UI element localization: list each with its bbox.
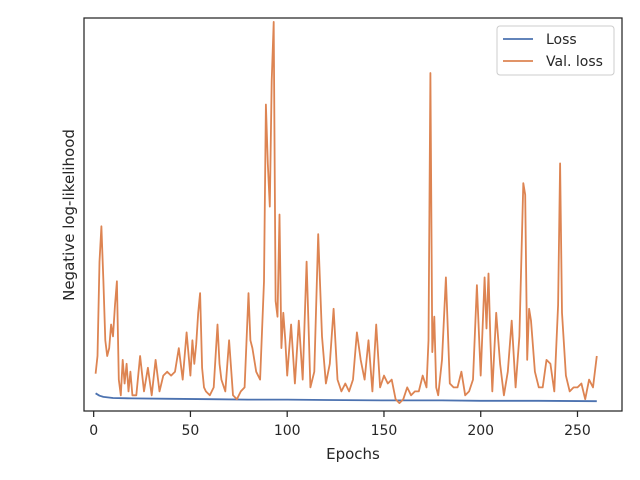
x-axis-label: Epochs <box>326 445 380 463</box>
y-axis-label: Negative log-likelihood <box>60 129 78 301</box>
x-tick-label: 150 <box>371 423 398 439</box>
legend-label-loss: Loss <box>546 32 577 48</box>
x-tick-label: 250 <box>564 423 591 439</box>
legend-label-val-loss: Val. loss <box>546 54 603 70</box>
x-tick-label: 50 <box>182 423 200 439</box>
series-line-val-loss <box>94 20 598 405</box>
x-tick-label: 200 <box>467 423 494 439</box>
plot-area <box>84 18 622 411</box>
x-ticks: 0 50 100 150 200 250 <box>89 411 591 439</box>
axes-frame <box>83 17 623 412</box>
legend: Loss Val. loss <box>496 25 615 76</box>
series-line-loss <box>95 392 597 403</box>
x-tick-label: 0 <box>89 423 98 439</box>
x-tick-label: 100 <box>274 423 301 439</box>
series-layer <box>94 20 598 405</box>
